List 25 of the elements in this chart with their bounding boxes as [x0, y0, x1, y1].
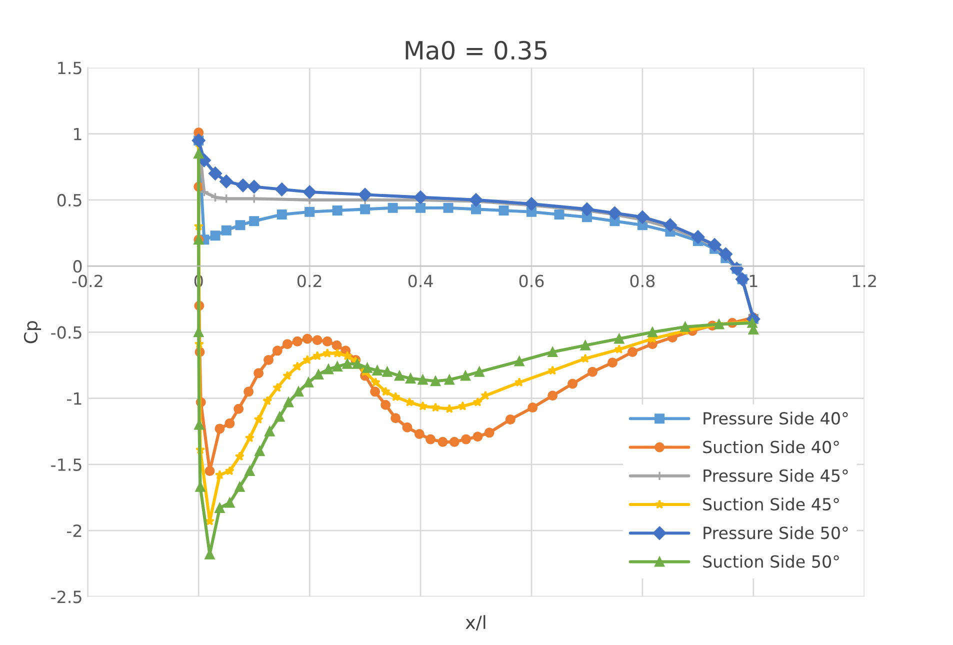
y-tick-label: 1	[74, 128, 82, 140]
y-tick-label: 0.5	[57, 194, 82, 207]
y-tick-label: -2	[67, 524, 82, 537]
y-tick-label: -0.5	[51, 326, 82, 339]
x-tick-label: 0.6	[519, 274, 544, 288]
chart-title: Ma0 = 0.35	[406, 40, 546, 60]
legend-label: Pressure Side 50°	[704, 526, 848, 540]
y-tick-label: -1.5	[51, 458, 82, 471]
x-tick-label: 0.2	[297, 274, 322, 288]
legend-label: Suction Side 45°	[703, 498, 839, 511]
y-axis-title: Cp	[24, 321, 42, 344]
y-tick-label: 1.5	[58, 62, 82, 74]
x-tick-label: 1.2	[852, 274, 876, 288]
x-tick-label: -0.2	[72, 274, 102, 288]
legend-label: Pressure Side 45°	[704, 469, 848, 482]
x-axis-title: x/l	[466, 615, 486, 631]
y-tick-label: -1	[67, 392, 82, 405]
legend-label: Suction Side 50°	[703, 554, 839, 568]
y-tick-label: 0	[73, 260, 82, 273]
x-tick-label: 0.4	[408, 274, 433, 288]
legend-label: Pressure Side 40°	[704, 412, 848, 425]
y-tick-label: -2.5	[51, 590, 82, 604]
legend-label: Suction Side 40°	[703, 440, 839, 454]
x-tick-label: 0.8	[630, 274, 655, 288]
x-tick-label: 1	[750, 274, 758, 288]
